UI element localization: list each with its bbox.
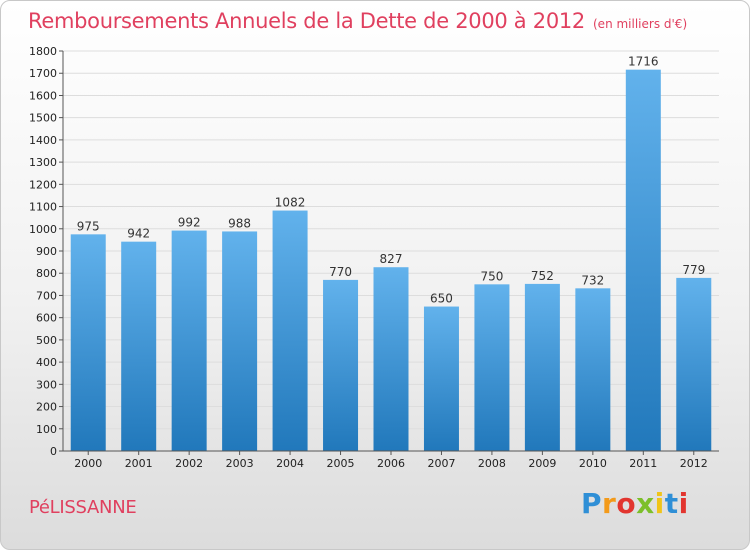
y-tick-label: 400 bbox=[36, 356, 57, 369]
unit-note: (en milliers d'€) bbox=[593, 17, 688, 31]
logo-letter: x bbox=[636, 487, 655, 520]
x-tick-label: 2007 bbox=[427, 457, 455, 470]
y-axis-ticks: 0 100 200 300 400 500 600 700 800 900 1000 1100 1200… bbox=[29, 45, 63, 458]
data-label-2004: 1082 bbox=[275, 196, 306, 210]
logo-letter: i bbox=[678, 487, 689, 520]
data-label-2010: 732 bbox=[581, 273, 604, 287]
bar-chart: 0 100 200 300 400 500 600 700 800 900 1000 1100 1200… bbox=[29, 45, 719, 470]
proxiti-logo: Proxiti bbox=[581, 487, 689, 520]
bar-2008 bbox=[474, 284, 510, 451]
chart-title: Remboursements Annuels de la Dette de 20… bbox=[28, 9, 687, 33]
data-label-2009: 752 bbox=[531, 269, 554, 283]
y-tick-label: 1100 bbox=[29, 201, 57, 214]
bar-2007 bbox=[423, 306, 459, 451]
y-tick-label: 500 bbox=[36, 334, 57, 347]
x-tick-label: 2008 bbox=[478, 457, 506, 470]
bar-2009 bbox=[524, 283, 560, 451]
data-label-2006: 827 bbox=[380, 252, 403, 266]
y-tick-label: 600 bbox=[36, 312, 57, 325]
data-labels: 975 942 992 988 1082 770 827 650 750 752 732 1716 77… bbox=[77, 55, 705, 306]
logo-letter: P bbox=[581, 487, 603, 520]
bar-2012 bbox=[676, 277, 712, 451]
data-label-2005: 770 bbox=[329, 265, 352, 279]
data-label-2001: 942 bbox=[127, 227, 150, 241]
x-tick-label: 2011 bbox=[629, 457, 657, 470]
logo-letter: t bbox=[664, 487, 679, 520]
x-tick-label: 2012 bbox=[680, 457, 708, 470]
x-tick-label: 2003 bbox=[226, 457, 254, 470]
bar-2011 bbox=[625, 69, 661, 452]
y-tick-label: 0 bbox=[50, 445, 57, 458]
logo-letter: o bbox=[616, 487, 637, 520]
data-label-2003: 988 bbox=[228, 216, 251, 230]
place-name: PéLISSANNE bbox=[29, 497, 137, 518]
data-label-2011: 1716 bbox=[628, 55, 659, 69]
x-tick-label: 2000 bbox=[74, 457, 102, 470]
data-label-2002: 992 bbox=[178, 216, 201, 230]
bar-2000 bbox=[70, 234, 106, 451]
bars bbox=[70, 69, 712, 452]
y-tick-label: 700 bbox=[36, 289, 57, 302]
data-label-2012: 779 bbox=[682, 263, 705, 277]
x-tick-label: 2002 bbox=[175, 457, 203, 470]
y-tick-label: 900 bbox=[36, 245, 57, 258]
data-label-2007: 650 bbox=[430, 292, 453, 306]
data-label-2000: 975 bbox=[77, 219, 100, 233]
y-tick-label: 1700 bbox=[29, 67, 57, 80]
logo-letter: i bbox=[654, 487, 665, 520]
data-label-2008: 750 bbox=[480, 269, 503, 283]
x-tick-label: 2005 bbox=[327, 457, 355, 470]
x-tick-label: 2004 bbox=[276, 457, 304, 470]
bar-2003 bbox=[222, 231, 258, 451]
bar-2002 bbox=[171, 230, 207, 451]
y-tick-label: 1300 bbox=[29, 156, 57, 169]
y-tick-label: 1200 bbox=[29, 178, 57, 191]
bar-2004 bbox=[272, 210, 308, 451]
y-tick-label: 300 bbox=[36, 378, 57, 391]
x-tick-label: 2010 bbox=[579, 457, 607, 470]
y-tick-label: 1600 bbox=[29, 89, 57, 102]
chart-title-text: Remboursements Annuels de la Dette de 20… bbox=[28, 9, 585, 33]
y-tick-label: 1500 bbox=[29, 112, 57, 125]
bar-2005 bbox=[323, 279, 359, 451]
y-tick-label: 800 bbox=[36, 267, 57, 280]
bar-2010 bbox=[575, 288, 611, 451]
y-tick-label: 1800 bbox=[29, 45, 57, 58]
bar-2001 bbox=[121, 241, 157, 451]
x-axis-ticks: 2000 2001 2002 2003 2004 2005 2006 2007 2008 2009… bbox=[74, 451, 708, 470]
x-tick-label: 2001 bbox=[125, 457, 153, 470]
y-tick-label: 200 bbox=[36, 401, 57, 414]
y-tick-label: 100 bbox=[36, 423, 57, 436]
x-tick-label: 2006 bbox=[377, 457, 405, 470]
y-tick-label: 1000 bbox=[29, 223, 57, 236]
y-tick-label: 1400 bbox=[29, 134, 57, 147]
bar-2006 bbox=[373, 267, 409, 451]
x-tick-label: 2009 bbox=[528, 457, 556, 470]
logo-letter: r bbox=[602, 487, 617, 520]
